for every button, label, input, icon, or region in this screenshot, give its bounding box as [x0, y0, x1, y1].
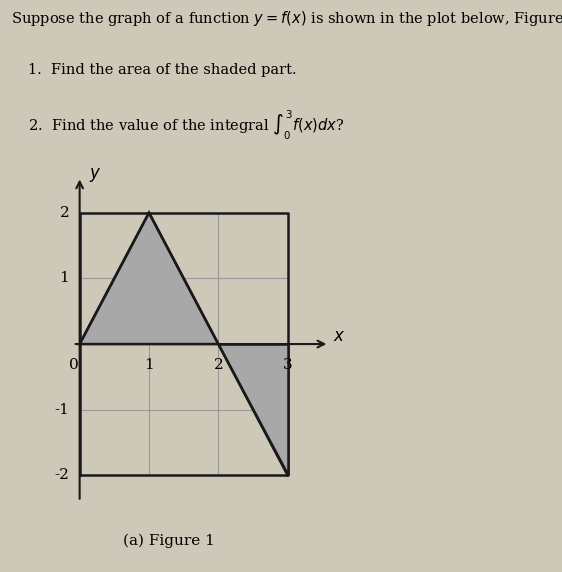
Text: 0: 0 [69, 359, 79, 372]
Polygon shape [219, 344, 288, 475]
Text: -1: -1 [55, 403, 69, 417]
Text: 2: 2 [60, 206, 69, 220]
Text: 2.  Find the value of the integral $\int_0^3 f(x)dx$?: 2. Find the value of the integral $\int_… [28, 109, 344, 142]
Text: Suppose the graph of a function $y = f(x)$ is shown in the plot below, Figure 1a: Suppose the graph of a function $y = f(x… [11, 9, 562, 27]
Text: 1.  Find the area of the shaded part.: 1. Find the area of the shaded part. [28, 63, 296, 77]
Text: 1: 1 [60, 271, 69, 285]
Text: (a) Figure 1: (a) Figure 1 [123, 533, 215, 548]
Text: 1: 1 [144, 359, 154, 372]
Text: $y$: $y$ [89, 166, 101, 184]
Polygon shape [80, 213, 219, 344]
Text: $x$: $x$ [333, 328, 345, 345]
Text: 2: 2 [214, 359, 223, 372]
Text: 3: 3 [283, 359, 292, 372]
Text: -2: -2 [55, 468, 69, 482]
